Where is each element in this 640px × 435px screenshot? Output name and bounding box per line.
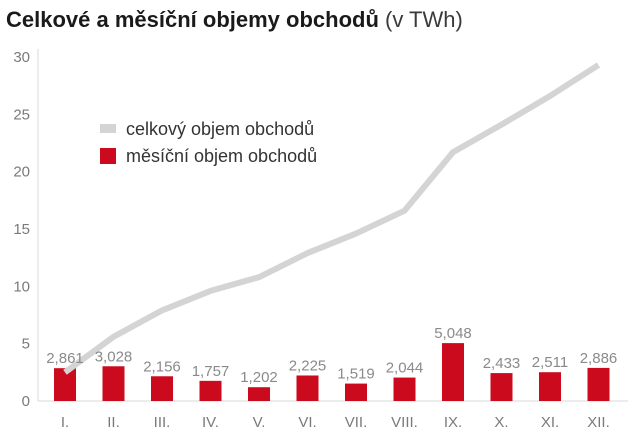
x-tick-label: V.: [253, 414, 266, 431]
total-line-layer: [63, 62, 601, 375]
x-tick-label: II.: [107, 414, 120, 431]
bar-data-label: 1,202: [240, 369, 278, 386]
bar-data-label: 2,044: [386, 360, 424, 377]
bar-monthly: [490, 373, 513, 401]
chart-title-main: Celkové a měsíční objemy obchodů: [6, 7, 379, 32]
bar-monthly: [442, 343, 464, 401]
legend-label-monthly: měsíční objem obchodů: [126, 146, 317, 166]
y-tick-label: 0: [22, 393, 30, 410]
bar-data-label: 2,225: [289, 357, 327, 374]
bar-monthly: [587, 367, 610, 401]
legend-swatch-total: [100, 124, 116, 133]
bar-data-label: 2,511: [532, 354, 568, 371]
bar-data-label: 5,048: [434, 325, 472, 342]
x-tick-label: VII.: [345, 414, 368, 431]
x-tick-label: VI.: [298, 414, 316, 431]
y-tick-label: 20: [13, 164, 30, 181]
x-tick-label: IX.: [444, 414, 462, 431]
bar-data-label: 1,757: [192, 363, 230, 380]
bar-monthly: [151, 376, 173, 401]
legend: celkový objem obchodů měsíční objem obch…: [100, 119, 317, 166]
bar-data-label: 2,861: [46, 350, 84, 367]
x-tick-label: IV.: [202, 414, 219, 431]
bar-data-label: 2,156: [143, 358, 181, 375]
x-tick-label: VIII.: [391, 414, 418, 431]
bar-monthly: [54, 368, 76, 401]
x-tick-label: III.: [154, 414, 171, 431]
bar-monthly: [393, 377, 416, 401]
axes: 0 5 10 15 20 25 30 I. II. III. IV. V. VI. VII. VIII. IX…: [13, 49, 628, 431]
x-tick-label: X.: [494, 414, 508, 431]
bar-monthly: [102, 366, 125, 401]
bars: [54, 343, 610, 401]
bar-data-label: 2,886: [580, 350, 618, 367]
labels: 2,861 3,028 2,156 1,757 1,202 2,225 1,519 2,044…: [46, 325, 617, 386]
y-tick-label: 25: [13, 106, 30, 123]
bar-monthly: [248, 387, 270, 401]
x-tick-label: I.: [61, 414, 69, 431]
bar-monthly: [199, 380, 222, 401]
y-tick-label: 15: [13, 221, 30, 238]
chart-title: Celkové a měsíční objemy obchodů (v TWh): [6, 4, 463, 36]
y-tick-label: 30: [13, 49, 30, 66]
legend-swatch-monthly: [100, 148, 116, 164]
legend-label-total: celkový objem obchodů: [126, 119, 314, 139]
bar-data-label: 2,433: [483, 355, 521, 372]
y-tick-label: 10: [13, 278, 30, 295]
x-tick-label: XII.: [587, 414, 610, 431]
y-tick-label: 5: [22, 336, 30, 353]
x-tick-label: XI.: [541, 414, 559, 431]
bar-monthly: [539, 372, 561, 401]
bar-data-label: 1,519: [337, 366, 375, 383]
line-total: [63, 62, 601, 375]
bar-data-label: 3,028: [95, 348, 133, 365]
chart-title-unit: (v TWh): [385, 7, 463, 32]
bar-monthly: [296, 375, 319, 401]
bar-monthly: [345, 383, 367, 401]
